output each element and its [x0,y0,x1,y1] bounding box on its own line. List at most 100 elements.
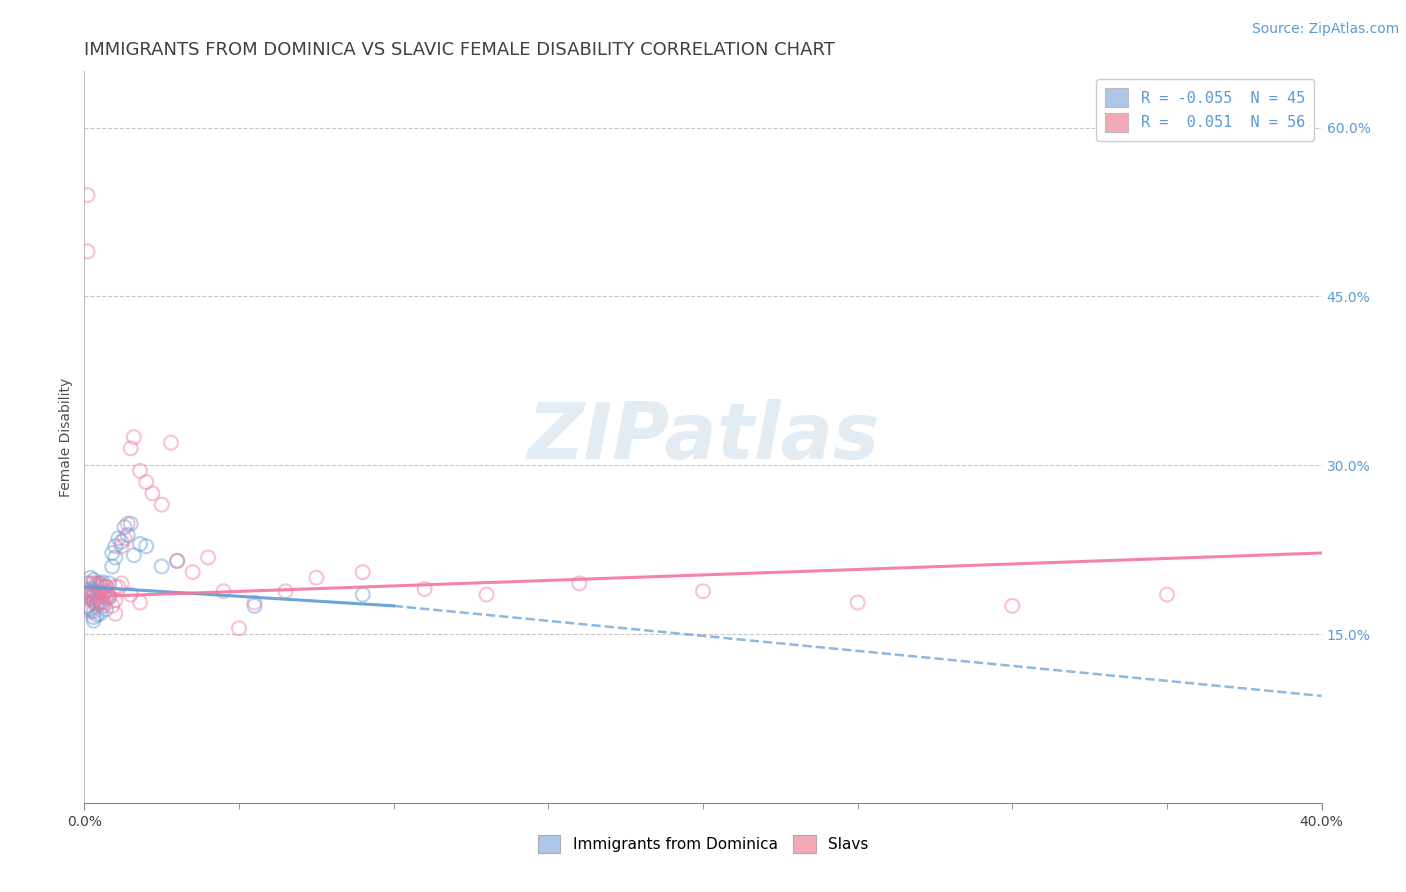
Point [243,599,266,613]
Point [89,585,111,599]
Point [83,588,105,602]
Point [89,590,111,604]
Point [79,591,101,605]
Point [101,599,124,613]
Point [104,580,127,594]
Point [89,576,111,591]
Point [83,614,105,628]
Point [568,576,591,591]
Point [91,595,114,609]
Point [91,599,114,613]
Point [76,599,98,613]
Point [83,584,105,599]
Point [120,442,142,456]
Point [76,244,98,259]
Point [114,532,136,546]
Point [413,582,436,596]
Point [120,516,142,531]
Point [79,576,101,591]
Point [117,528,139,542]
Point [101,559,124,574]
Point [122,430,145,444]
Point [352,565,374,579]
Point [129,464,152,478]
Point [89,607,111,621]
Point [91,580,114,594]
Point [94,584,117,599]
Point [101,546,124,560]
Point [150,498,173,512]
Point [475,588,498,602]
Point [197,550,219,565]
Point [79,588,101,602]
Point [122,548,145,562]
Point [104,550,127,565]
Point [692,584,714,599]
Point [94,580,117,594]
Point [1001,599,1024,613]
Point [352,588,374,602]
Point [305,571,328,585]
Point [83,595,105,609]
Point [98,591,121,605]
Point [1156,588,1178,602]
Point [83,593,105,607]
Point [94,591,117,605]
Point [79,605,101,619]
Point [94,602,117,616]
Point [86,607,108,622]
Point [91,575,114,590]
Point [135,539,157,553]
Point [107,532,129,546]
Point [129,537,152,551]
Point [181,565,204,579]
Point [846,595,869,609]
Point [79,602,101,616]
Point [110,576,132,591]
Point [79,571,101,585]
Point [83,610,105,624]
Text: Source: ZipAtlas.com: Source: ZipAtlas.com [1251,22,1399,37]
Point [83,576,105,591]
Point [117,516,139,531]
Y-axis label: Female Disability: Female Disability [59,377,73,497]
Point [86,579,108,593]
Point [212,584,235,599]
Point [135,475,157,489]
Point [274,584,297,599]
Point [110,539,132,553]
Point [228,621,250,635]
Point [114,520,136,534]
Point [79,582,101,596]
Legend: Immigrants from Dominica, Slavs: Immigrants from Dominica, Slavs [530,827,876,861]
Point [86,591,108,605]
Point [166,554,188,568]
Point [94,580,117,594]
Point [98,576,121,591]
Point [150,559,173,574]
Point [104,607,127,621]
Point [76,576,98,591]
Point [76,188,98,202]
Point [86,588,108,602]
Point [107,580,129,594]
Point [110,534,132,549]
Point [120,588,142,602]
Point [89,580,111,594]
Point [129,595,152,609]
Text: ZIPatlas: ZIPatlas [527,399,879,475]
Point [83,591,105,605]
Point [76,588,98,602]
Point [86,597,108,611]
Point [86,576,108,591]
Point [98,590,121,604]
Point [86,599,108,613]
Text: IMMIGRANTS FROM DOMINICA VS SLAVIC FEMALE DISABILITY CORRELATION CHART: IMMIGRANTS FROM DOMINICA VS SLAVIC FEMAL… [84,41,835,59]
Point [243,595,266,609]
Point [91,595,114,609]
Point [166,554,188,568]
Point [98,588,121,602]
Point [89,576,111,591]
Point [83,573,105,587]
Point [91,586,114,600]
